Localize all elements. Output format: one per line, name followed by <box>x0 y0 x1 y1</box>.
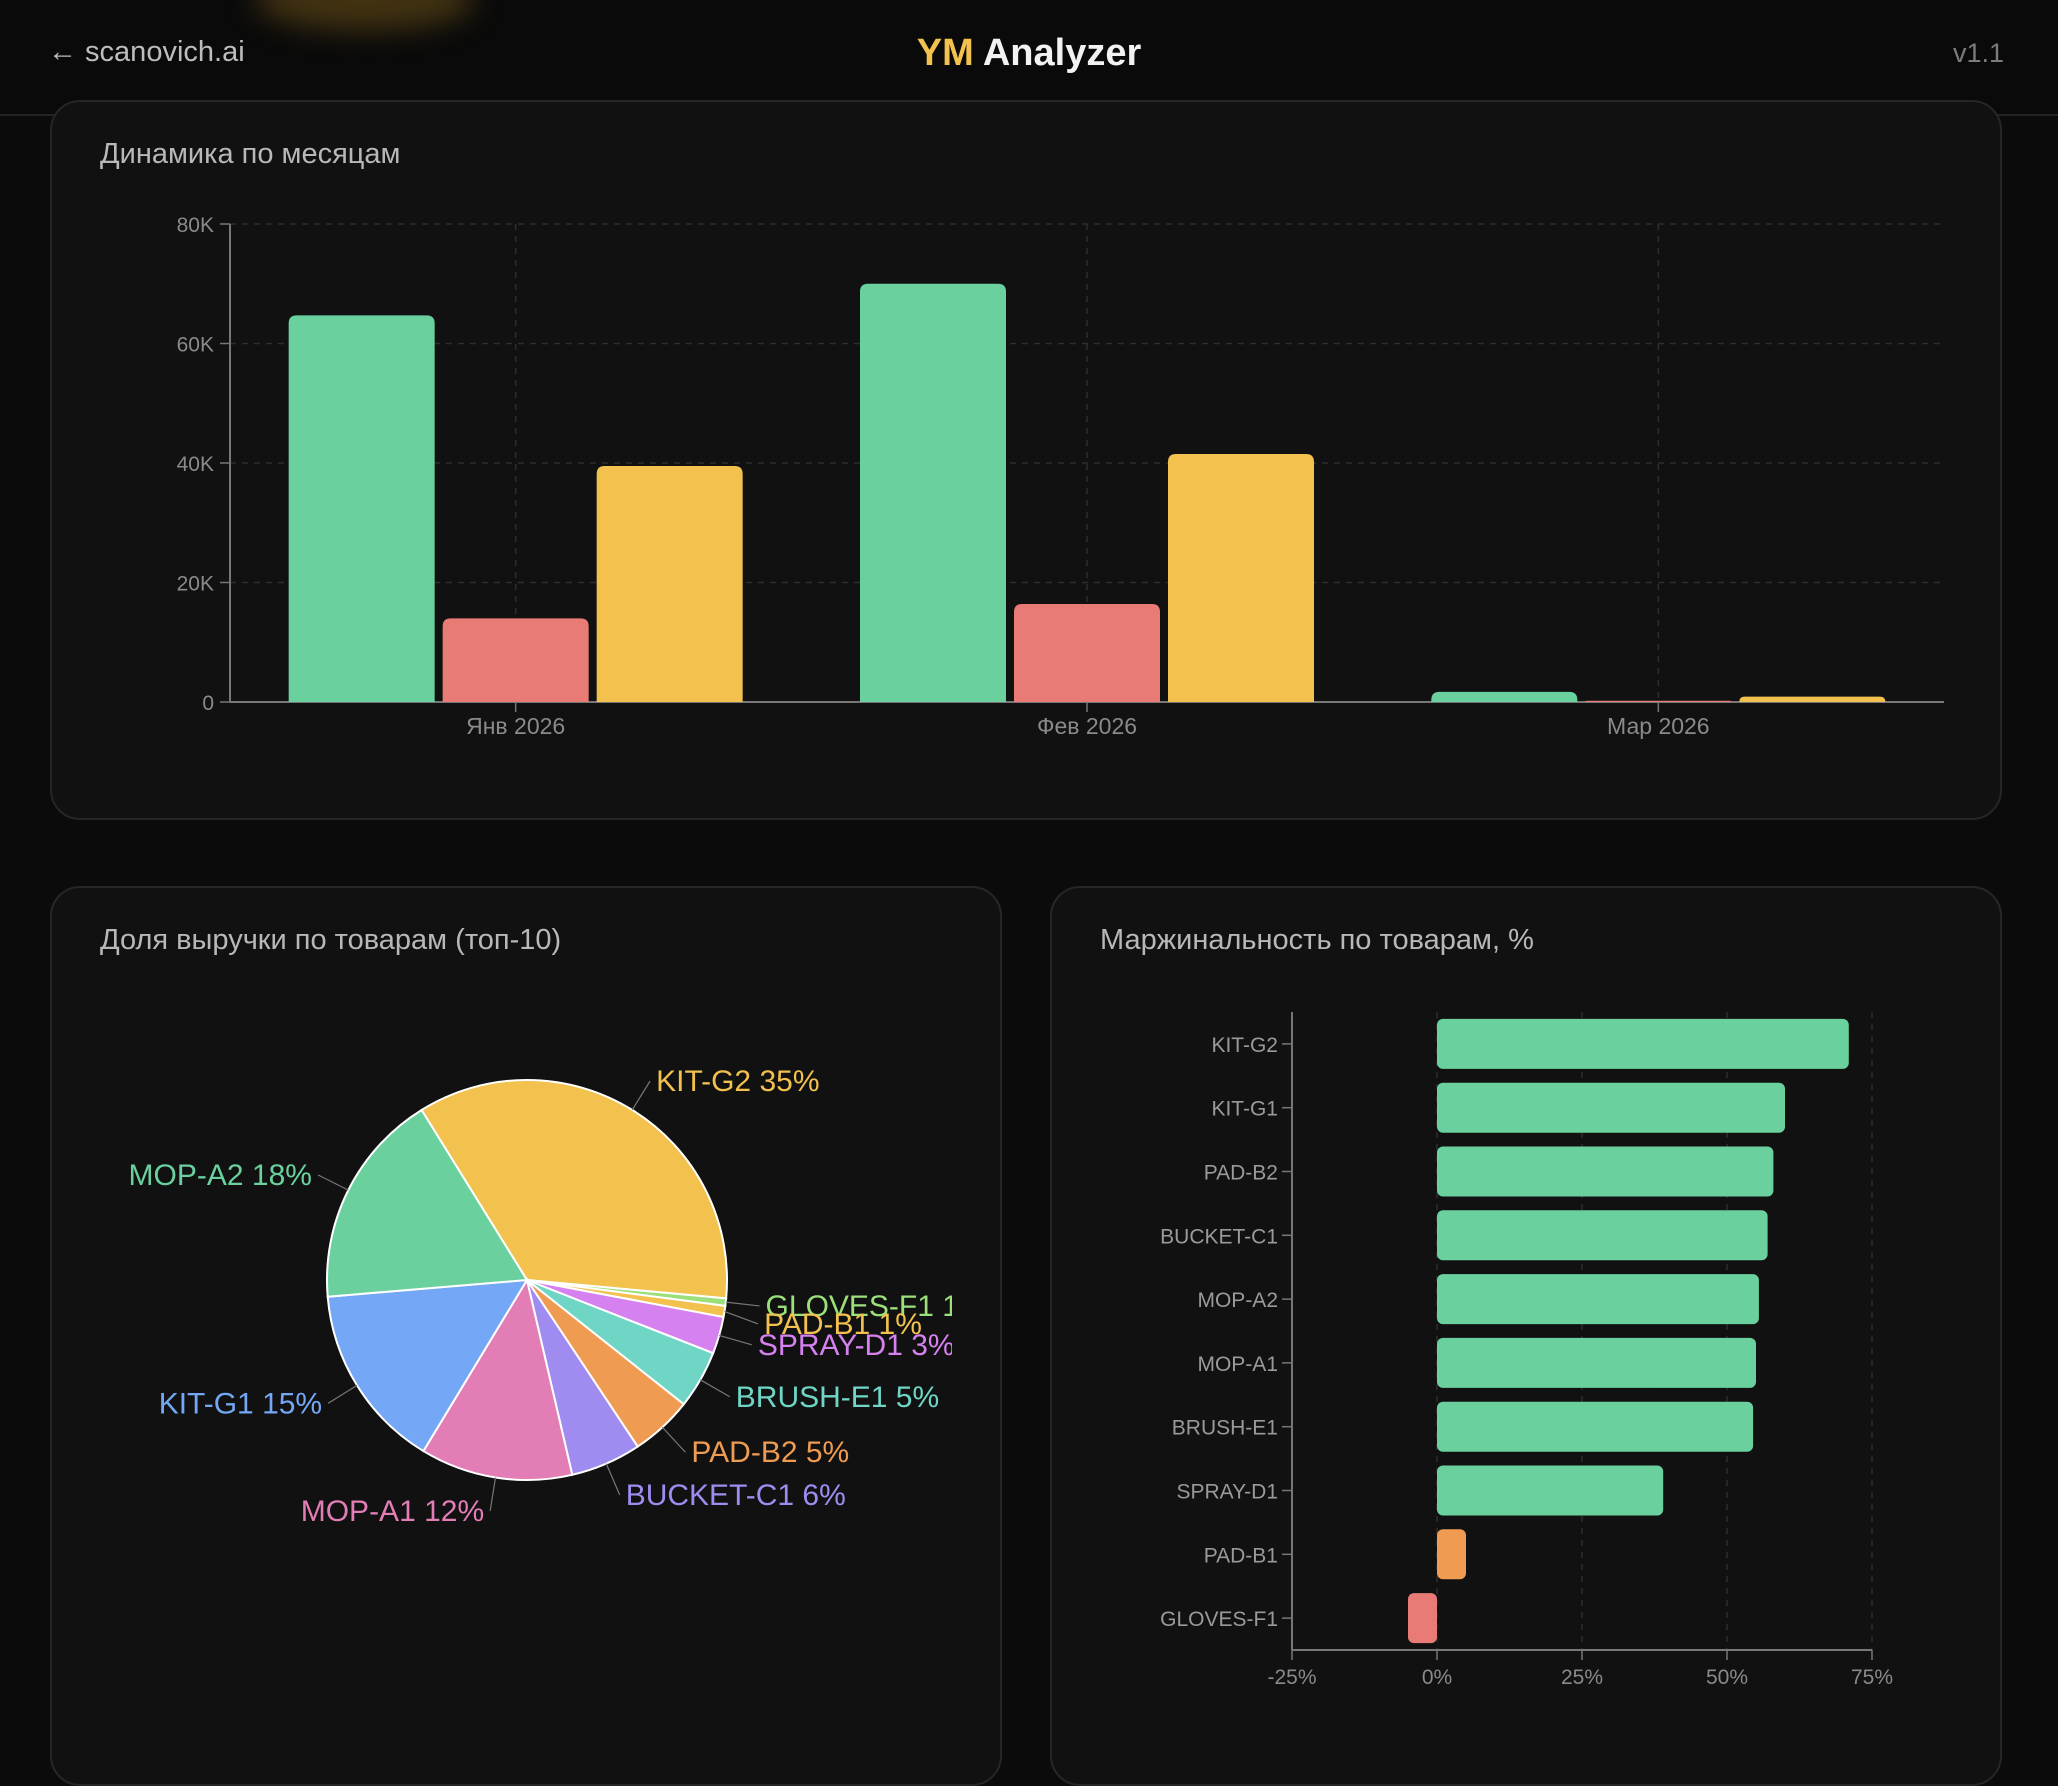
margin-bar-BRUSH-E1 <box>1437 1401 1754 1452</box>
x-tick-label: 0% <box>1422 1666 1452 1689</box>
bar-Мар 2026-1 <box>1431 691 1578 702</box>
margin-bar-SPRAY-D1 <box>1437 1465 1664 1516</box>
y-tick-label: 60K <box>177 334 214 357</box>
x-tick-label: Фев 2026 <box>1037 713 1137 739</box>
pie-label: PAD-B2 5% <box>691 1436 849 1469</box>
pie-leader-line <box>725 1301 760 1307</box>
y-tick-label: PAD-B1 <box>1204 1544 1278 1567</box>
bar-Мар 2026-3 <box>1739 696 1886 702</box>
pie-label: BRUSH-E1 5% <box>736 1381 939 1414</box>
app-title-rest: Analyzer <box>973 32 1142 74</box>
x-tick-label: 25% <box>1561 1666 1603 1689</box>
y-tick-label: MOP-A2 <box>1197 1289 1278 1312</box>
pie-label: KIT-G1 15% <box>159 1387 322 1420</box>
y-tick-label: KIT-G1 <box>1211 1098 1278 1121</box>
monthly-chart-title: Динамика по месяцам <box>100 138 401 170</box>
x-tick-label: Мар 2026 <box>1607 713 1710 739</box>
app-title: YM Analyzer <box>0 32 2058 75</box>
pie-leader-line <box>631 1080 651 1111</box>
margin-bar-KIT-G2 <box>1437 1018 1849 1069</box>
margin-bar-MOP-A2 <box>1437 1274 1759 1325</box>
pie-label: KIT-G2 35% <box>656 1065 819 1098</box>
pie-leader-line <box>661 1426 686 1453</box>
pie-leader-line <box>719 1334 753 1346</box>
margin-bar-PAD-B1 <box>1437 1529 1466 1580</box>
pie-label: PAD-B1 1% <box>764 1308 922 1341</box>
pie-label: BUCKET-C1 6% <box>626 1479 846 1512</box>
x-tick-label: 75% <box>1851 1666 1893 1689</box>
revenue-share-pie-chart: KIT-G2 35% GLOVES-F1 1%PAD-B1 1%SPRAY-D1 … <box>129 1065 952 1528</box>
pie-slice-MOP-A1 <box>422 1277 574 1481</box>
margin-title: Маржинальность по товарам, % <box>1100 924 1534 956</box>
margin-bar-GLOVES-F1 <box>1408 1593 1437 1644</box>
top-bar: ← scanovich.ai YM Analyzer v1.1 <box>0 0 2058 116</box>
pie-leader-line <box>489 1477 497 1512</box>
pie-slice-KIT-G1 <box>326 1278 529 1453</box>
bar-Янв 2026-2 <box>442 618 589 702</box>
y-tick-label: BUCKET-C1 <box>1160 1225 1278 1248</box>
margin-bar-chart: -25% 0% 25% 50% 75% KIT-G2 KIT-G1 PAD-B2 BUCKET-… <box>1160 1012 1893 1689</box>
pie-leader-line <box>327 1384 358 1404</box>
bar-Фев 2026-2 <box>1014 604 1160 702</box>
y-tick-label: 0 <box>202 692 214 715</box>
version-label: v1.1 <box>1952 38 2004 68</box>
decorative-glow <box>255 0 475 30</box>
margin-bar-MOP-A1 <box>1437 1337 1756 1388</box>
x-tick-label: Янв 2026 <box>466 713 565 739</box>
pie-slice-MOP-A2 <box>326 1108 529 1298</box>
y-tick-label: PAD-B2 <box>1204 1162 1278 1185</box>
margin-bar-PAD-B2 <box>1437 1146 1774 1197</box>
pie-label: MOP-A1 12% <box>301 1495 484 1528</box>
y-tick-label: SPRAY-D1 <box>1176 1481 1278 1504</box>
pie-leader-line <box>700 1379 731 1398</box>
bar-Фев 2026-3 <box>1168 454 1314 702</box>
y-tick-label: BRUSH-E1 <box>1172 1417 1278 1440</box>
bar-Янв 2026-3 <box>596 465 743 702</box>
margin-bar-BUCKET-C1 <box>1437 1210 1768 1261</box>
x-tick-label: -25% <box>1267 1666 1316 1689</box>
pie-label: GLOVES-F1 1% <box>766 1290 952 1323</box>
bar-Фев 2026-1 <box>860 283 1006 702</box>
revenue-share-card: Доля выручки по товарам (топ-10) KIT-G2 … <box>50 886 1002 1786</box>
margin-bar-KIT-G1 <box>1437 1082 1785 1133</box>
y-tick-label: MOP-A1 <box>1197 1353 1278 1376</box>
y-tick-label: 80K <box>177 214 214 237</box>
y-tick-label: 20K <box>177 573 214 596</box>
app-title-brand: YM <box>916 32 974 74</box>
x-tick-label: 50% <box>1706 1666 1748 1689</box>
bar-Мар 2026-2 <box>1585 700 1732 702</box>
pie-label: MOP-A2 18% <box>129 1159 312 1192</box>
revenue-share-title: Доля выручки по товарам (топ-10) <box>100 924 562 956</box>
pie-leader-line <box>724 1310 759 1325</box>
y-tick-label: 40K <box>177 453 214 476</box>
back-link[interactable]: ← scanovich.ai <box>48 36 245 68</box>
pie-leader-line <box>605 1463 621 1496</box>
y-tick-label: KIT-G2 <box>1211 1034 1278 1057</box>
pie-leader-line <box>317 1174 349 1191</box>
bar-Янв 2026-1 <box>288 315 435 702</box>
monthly-chart-card: Динамика по месяцам 0 20K 40K 60K 80K Янв 202… <box>50 100 2002 820</box>
pie-label: SPRAY-D1 3% <box>758 1329 952 1362</box>
margin-card: Маржинальность по товарам, % -25% 0% 25% 50… <box>1050 886 2002 1786</box>
monthly-bar-chart: 0 20K 40K 60K 80K Янв 2026 Фев 2026 Мар 2026 <box>177 214 1944 739</box>
y-tick-label: GLOVES-F1 <box>1160 1608 1278 1631</box>
